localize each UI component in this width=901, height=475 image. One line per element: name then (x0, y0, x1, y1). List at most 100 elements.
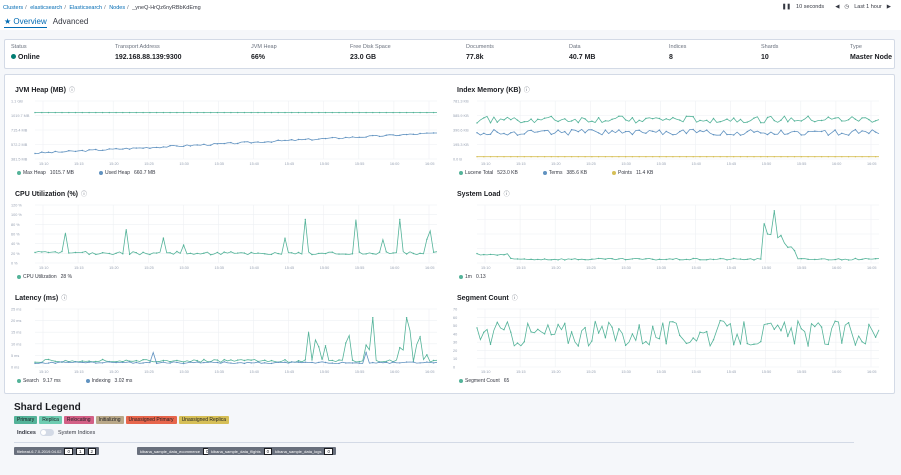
index-shards[interactable]: filebeat-6.7.0-2019.04.02 0 1 2 (14, 447, 100, 455)
series-point (128, 148, 131, 150)
legend-item[interactable]: Search 9.17 ms (17, 378, 61, 384)
series-point (618, 258, 620, 260)
y-tick-label: 10 ms (11, 342, 21, 346)
legend-item[interactable]: Max Heap 1015.7 MB (17, 170, 74, 176)
series-point (861, 130, 863, 132)
y-tick-label: 60 (453, 316, 457, 320)
series-point (780, 330, 782, 332)
clock-icon[interactable]: ◷ (844, 4, 850, 10)
series-point (760, 122, 762, 124)
series-point (182, 361, 185, 363)
tab-overview[interactable]: ★ Overview (4, 17, 47, 28)
legend-item[interactable]: Indexing 3.02 ms (85, 378, 132, 384)
y-tick-label: 25 ms (11, 308, 21, 312)
series-point (807, 115, 809, 117)
series-point (155, 146, 158, 149)
breadcrumb-elasticsearch[interactable]: Elasticsearch (69, 5, 103, 11)
legend-item[interactable]: Used Heap 660.7 MB (98, 170, 155, 176)
series-point (257, 361, 259, 363)
stat-documents: Documents 77.8k (466, 44, 494, 61)
legend-item[interactable]: Segment Count 65 (459, 378, 509, 384)
series-point (61, 151, 63, 153)
series-point (618, 129, 620, 131)
shard-box[interactable]: 1 (76, 447, 85, 455)
series-point (61, 111, 63, 114)
series-point (223, 111, 225, 114)
legend-item[interactable]: 1m 0.13 (459, 274, 486, 280)
shard-box[interactable]: 0 (324, 447, 333, 455)
index-shards[interactable]: kibana_sample_data_logs 0 (272, 447, 336, 455)
info-icon[interactable]: ⓘ (511, 296, 518, 302)
series-point (476, 132, 478, 134)
legend-item[interactable]: Points 11.4 KB (612, 170, 653, 176)
index-shards[interactable]: kibana_sample_data_flights 0 (208, 447, 276, 455)
chevron-left-icon[interactable]: ◀ (835, 4, 840, 10)
x-tick-label: 15:30 (179, 266, 189, 270)
chevron-right-icon[interactable]: ▶ (886, 4, 891, 10)
series-point (324, 111, 327, 114)
info-icon[interactable]: ⓘ (81, 192, 88, 198)
series-point (399, 111, 401, 114)
series-point (746, 156, 748, 158)
series-point (706, 330, 708, 333)
x-tick-label: 15:10 (39, 266, 49, 270)
series-point (311, 139, 313, 141)
series-point (564, 156, 566, 158)
series-point (95, 111, 97, 114)
series-point (489, 156, 492, 158)
indices-row: Indices System Indices (17, 429, 95, 436)
shard-box[interactable]: 0 (263, 447, 273, 455)
series-point (311, 359, 313, 361)
series-point (624, 156, 627, 158)
index-shards[interactable]: kibana_sample_data_ecommerce0 (137, 447, 215, 455)
series-point (489, 253, 492, 256)
series-point (372, 134, 374, 137)
legend-label: CPU Utilization (23, 274, 57, 280)
series-point (149, 111, 151, 114)
info-icon[interactable]: ⓘ (523, 88, 530, 94)
breadcrumb-nodes[interactable]: Nodes (109, 5, 126, 11)
legend-item[interactable]: Terms 385.6 KB (542, 170, 587, 176)
legend-item[interactable]: CPU Utilization 28 % (17, 274, 72, 280)
info-icon[interactable]: ⓘ (68, 88, 75, 94)
series-point (230, 111, 232, 114)
series-point (169, 252, 171, 254)
x-tick-label: 15:10 (39, 162, 49, 166)
legend-value: 1015.7 MB (49, 170, 74, 176)
time-range[interactable]: Last 1 hour (854, 4, 882, 10)
y-tick-label: 60 % (11, 233, 20, 237)
series-point (95, 253, 97, 256)
info-icon[interactable]: ⓘ (503, 192, 510, 198)
series-point (523, 121, 525, 123)
tab-advanced[interactable]: Advanced (52, 17, 89, 26)
info-icon[interactable]: ⓘ (61, 296, 68, 302)
stat-shards: Shards 10 (761, 44, 779, 61)
series-point (679, 119, 681, 121)
series-point (618, 156, 620, 158)
series-point (291, 139, 293, 141)
series-point (264, 362, 266, 364)
pause-icon[interactable]: ❚❚ (781, 4, 792, 10)
series-point (753, 156, 755, 158)
legend-item[interactable]: Lucene Total 523.0 KB (459, 170, 518, 176)
system-indices-toggle[interactable] (39, 429, 54, 436)
series-point (787, 156, 789, 158)
chart-plot: 1.1 GB 1019.7 MB 715.4 MB 572.2 MB 381.5 MB 1… (11, 100, 437, 166)
series-point (679, 334, 681, 337)
breadcrumb-cluster[interactable]: elasticsearch (30, 5, 63, 11)
chart-legend: Search 9.17 ms Indexing 3.02 ms (17, 378, 132, 384)
series-point (176, 145, 178, 147)
refresh-interval[interactable]: 10 seconds (796, 4, 825, 10)
series-point (530, 129, 532, 131)
chart-plot: 70 60 50 40 30 20 10 0 15:10 15:15 15:20 15:25 15:30… (453, 308, 880, 374)
breadcrumb-clusters[interactable]: Clusters (3, 5, 24, 11)
series-point (868, 156, 870, 158)
x-tick-label: 15:20 (551, 162, 561, 166)
series-point (645, 132, 647, 134)
stat-disk: Free Disk Space 23.0 GB (350, 44, 391, 61)
series-point (230, 362, 232, 364)
shard-box[interactable]: 0 (64, 447, 73, 455)
series-point (510, 156, 512, 158)
x-tick-label: 15:20 (109, 370, 119, 374)
shard-box[interactable]: 2 (87, 447, 97, 455)
